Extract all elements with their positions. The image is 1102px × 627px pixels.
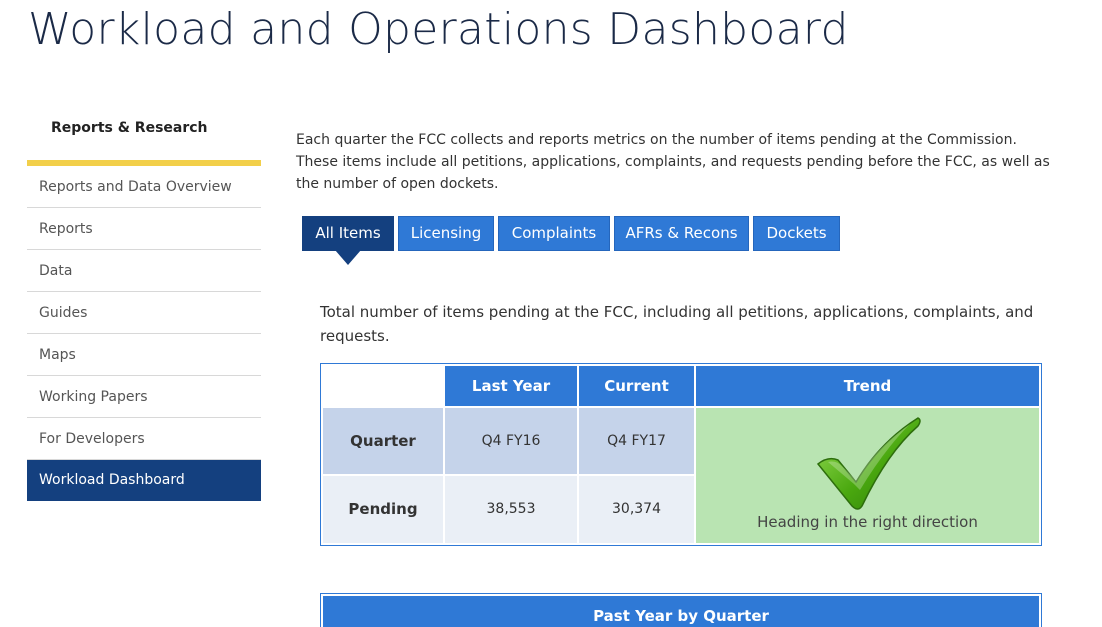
checkmark-icon <box>816 417 921 510</box>
sidebar-accent-bar <box>27 160 261 166</box>
sidebar-item-maps[interactable]: Maps <box>27 334 261 376</box>
sidebar-item-workload-dashboard[interactable]: Workload Dashboard <box>27 460 261 501</box>
tab-afrs-recons[interactable]: AFRs & Recons <box>614 216 749 251</box>
sidebar-item-working-papers[interactable]: Working Papers <box>27 376 261 418</box>
row-label-quarter: Quarter <box>323 408 443 474</box>
tab-all-items[interactable]: All Items <box>302 216 394 251</box>
past-year-header: Past Year by Quarter <box>323 596 1039 627</box>
trend-text: Heading in the right direction <box>757 513 978 531</box>
tab-dockets[interactable]: Dockets <box>753 216 840 251</box>
tab-complaints[interactable]: Complaints <box>498 216 610 251</box>
cell-pending-current: 30,374 <box>579 476 694 543</box>
sidebar-nav: Reports & Research Reports and Data Over… <box>27 116 261 501</box>
sidebar-item-for-developers[interactable]: For Developers <box>27 418 261 460</box>
stats-table: Last Year Current Trend Quarter Q4 FY16 … <box>320 363 1042 546</box>
header-current: Current <box>579 366 694 406</box>
sidebar-item-data[interactable]: Data <box>27 250 261 292</box>
tab-licensing[interactable]: Licensing <box>398 216 494 251</box>
past-year-table: Past Year by Quarter <box>320 593 1042 627</box>
active-tab-pointer <box>335 250 361 265</box>
row-label-pending: Pending <box>323 476 443 543</box>
header-trend: Trend <box>696 366 1039 406</box>
sidebar-item-reports[interactable]: Reports <box>27 208 261 250</box>
header-empty-cell <box>323 366 443 406</box>
trend-cell: Heading in the right direction <box>696 408 1039 543</box>
page-title: Workload and Operations Dashboard <box>28 4 849 55</box>
sidebar-item-guides[interactable]: Guides <box>27 292 261 334</box>
cell-pending-last-year: 38,553 <box>445 476 577 543</box>
sidebar-item-reports-and-data-overview[interactable]: Reports and Data Overview <box>27 166 261 208</box>
sidebar-heading: Reports & Research <box>51 120 208 136</box>
header-last-year: Last Year <box>445 366 577 406</box>
cell-quarter-current: Q4 FY17 <box>579 408 694 474</box>
cell-quarter-last-year: Q4 FY16 <box>445 408 577 474</box>
summary-text: Total number of items pending at the FCC… <box>320 303 1034 345</box>
intro-text: Each quarter the FCC collects and report… <box>296 132 1050 192</box>
